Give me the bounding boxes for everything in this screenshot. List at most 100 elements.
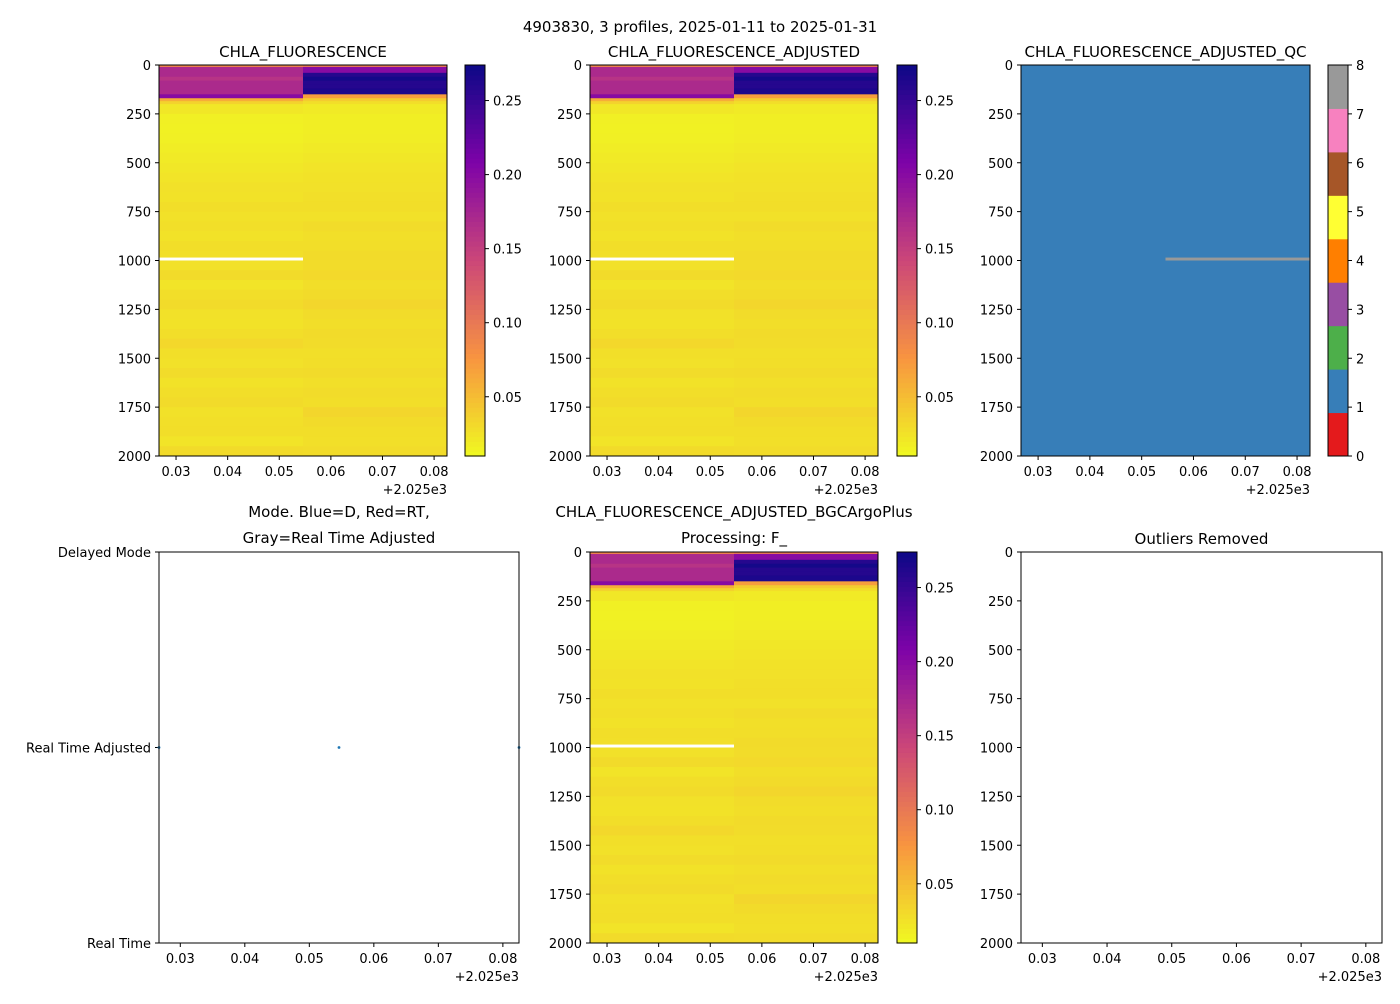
heatmap-cell	[734, 588, 879, 592]
colorbar-segment	[465, 152, 485, 159]
heatmap-cell	[303, 84, 448, 89]
colorbar-segment	[465, 245, 485, 252]
missing-data-gap	[590, 744, 734, 748]
heatmap-cell	[734, 123, 879, 134]
heatmap-cell	[734, 182, 879, 193]
colorbar-segment	[897, 757, 917, 763]
axes-frame	[589, 64, 879, 457]
panel-title: CHLA_FLUORESCENCE_ADJUSTED_BGCArgoPlus	[555, 503, 912, 522]
heatmap-cell	[590, 923, 735, 934]
x-tick-label: 0.06	[1222, 952, 1251, 967]
y-tick-label: 750	[557, 693, 582, 708]
heatmap-cell	[303, 101, 448, 105]
heatmap-cell	[590, 270, 735, 281]
colorbar-segment	[897, 771, 917, 778]
heatmap-cell	[159, 426, 304, 437]
y-tick-label: 0	[574, 59, 582, 74]
colorbar-segment	[897, 211, 917, 218]
colorbar-segment	[897, 187, 917, 193]
heatmap-cell	[303, 152, 448, 164]
x-tick-label: 0.08	[1351, 952, 1380, 967]
heatmap-cell	[590, 767, 735, 778]
colorbar-segment	[897, 727, 917, 734]
heatmap-cell	[590, 776, 735, 788]
colorbar-segment	[465, 192, 485, 198]
x-tick-label: 0.07	[424, 952, 453, 967]
colorbar-segment	[1328, 325, 1348, 370]
colorbar-segment	[897, 791, 917, 797]
colorbar-segment	[465, 324, 485, 330]
colorbar-segment	[897, 104, 917, 110]
colorbar-segment	[897, 718, 917, 724]
heatmap-cell	[159, 211, 304, 222]
heatmap-cell	[734, 250, 879, 261]
heatmap-cell	[590, 581, 735, 586]
panel-title-line2: Gray=Real Time Adjusted	[243, 529, 436, 547]
x-tick-label: 0.08	[1283, 465, 1312, 480]
colorbar-segment	[897, 850, 917, 856]
heatmap-cell	[303, 88, 448, 95]
colorbar-segment	[465, 333, 485, 340]
x-tick-label: 0.05	[1127, 465, 1156, 480]
colorbar-segment	[465, 304, 485, 310]
heatmap-cell	[590, 567, 735, 573]
colorbar-segment	[897, 167, 917, 174]
colorbar-tick-label: 1	[1356, 401, 1364, 416]
colorbar-segment	[897, 864, 917, 871]
colorbar-segment	[465, 275, 485, 281]
colorbar-segment	[897, 923, 917, 929]
colorbar-segment	[897, 108, 917, 115]
colorbar-segment	[897, 304, 917, 310]
colorbar-segment	[897, 299, 917, 306]
y-tick-label: 1500	[549, 352, 582, 367]
heatmap-cell	[159, 94, 304, 99]
colorbar-segment	[897, 113, 917, 120]
colorbar-segment	[465, 397, 485, 403]
axes-frame	[1020, 551, 1383, 944]
heatmap-cell	[159, 101, 304, 105]
panel-title: CHLA_FLUORESCENCE_ADJUSTED	[608, 43, 860, 62]
colorbar-segment	[897, 65, 917, 71]
colorbar-segment	[897, 693, 917, 700]
colorbar-segment	[897, 231, 917, 237]
colorbar-segment	[465, 363, 485, 369]
heatmap-cell	[159, 192, 304, 203]
colorbar-segment	[897, 561, 917, 568]
y-tick-label: 0	[1005, 59, 1013, 74]
heatmap-cell	[590, 152, 735, 164]
colorbar-segment	[897, 723, 917, 729]
colorbar-tick-label: 0.25	[925, 582, 954, 597]
colorbar-segment	[465, 426, 485, 433]
colorbar-segment	[897, 571, 917, 578]
heatmap-cell	[590, 240, 735, 252]
heatmap-cell	[734, 894, 879, 905]
colorbar-segment	[897, 825, 917, 832]
colorbar-segment	[897, 348, 917, 354]
heatmap-cell	[159, 358, 304, 369]
colorbar-segment	[465, 294, 485, 301]
colorbar-segment	[897, 353, 917, 359]
colorbar-segment	[897, 586, 917, 592]
heatmap-cell	[590, 884, 735, 895]
colorbar-segment	[465, 196, 485, 203]
heatmap-cell	[590, 436, 735, 447]
colorbar-segment	[897, 216, 917, 222]
colorbar-segment	[465, 431, 485, 438]
heatmap-cell	[159, 250, 304, 261]
heatmap-cell	[590, 299, 735, 310]
x-tick-label: 0.08	[851, 952, 880, 967]
heatmap-cell	[734, 757, 879, 768]
y-tick-label: Delayed Mode	[58, 546, 151, 561]
heatmap-cell	[734, 698, 879, 709]
colorbar-tick-label: 5	[1356, 206, 1364, 221]
y-tick-label: 1000	[118, 255, 151, 270]
colorbar-segment	[465, 319, 485, 325]
heatmap-cell	[734, 152, 879, 164]
colorbar-segment	[897, 441, 917, 447]
figure-suptitle: 4903830, 3 profiles, 2025-01-11 to 2025-…	[523, 18, 877, 36]
colorbar-segment	[465, 368, 485, 374]
colorbar-segment	[897, 294, 917, 301]
heatmap-cell	[590, 727, 735, 739]
heatmap-cell	[590, 835, 735, 846]
heatmap-cell	[303, 211, 448, 222]
